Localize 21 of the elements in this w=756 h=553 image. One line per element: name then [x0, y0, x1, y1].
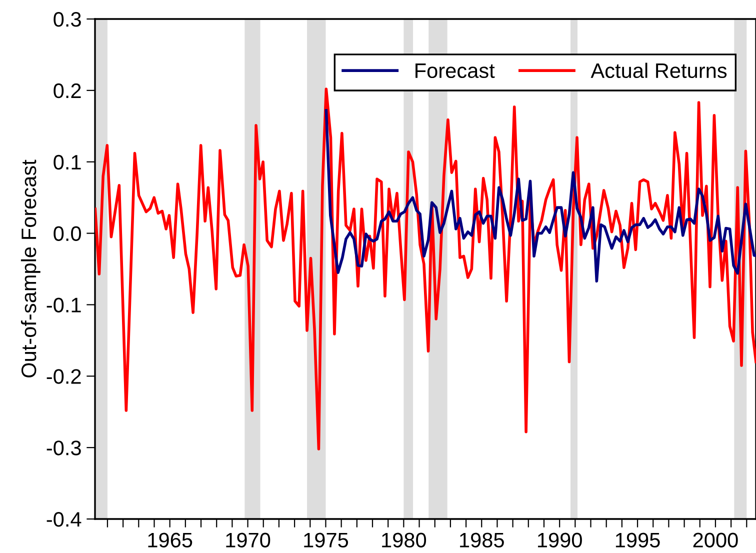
y-tick-label: -0.2: [46, 369, 81, 384]
y-tick-label: -0.3: [46, 440, 81, 456]
y-axis-title: Out-of-sample Forecast: [20, 160, 40, 378]
x-tick-label: 1980: [382, 532, 426, 548]
line-series: [95, 88, 756, 450]
y-tick-label: 0.0: [54, 226, 81, 242]
x-tick-label: 1990: [538, 532, 582, 548]
x-tick-label: 1970: [226, 532, 270, 548]
x-tick-label: 1985: [460, 532, 504, 548]
legend-label: Forecast: [416, 64, 495, 78]
y-tick-label: -0.1: [46, 298, 81, 312]
x-tick-label: 2000: [693, 532, 738, 548]
legend-label: Actual Returns: [590, 62, 727, 78]
y-tick-label: 0.2: [54, 83, 81, 98]
x-tick-label: 1995: [616, 532, 660, 548]
x-tick-label: 1975: [304, 532, 348, 548]
y-tick-label: -0.4: [46, 512, 82, 527]
y-tick-label: 0.3: [54, 12, 81, 27]
x-tick-label: 1965: [148, 532, 192, 548]
y-tick-label: 0.1: [54, 154, 81, 170]
line-series: [324, 109, 756, 283]
